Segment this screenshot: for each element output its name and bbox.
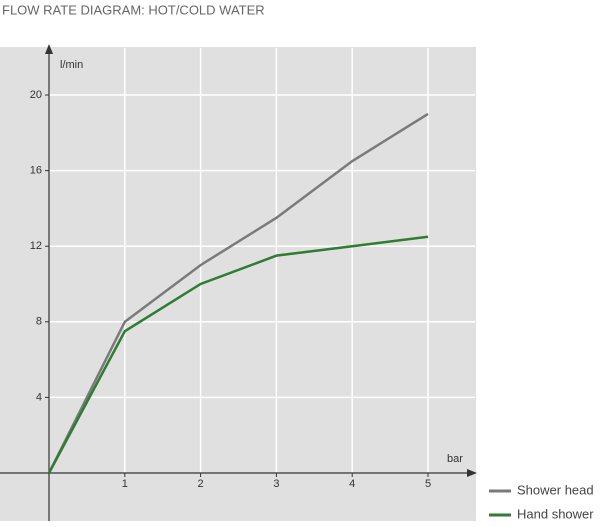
chart-title: FLOW RATE DIAGRAM: HOT/COLD WATER (2, 2, 265, 17)
y-tick-label: 8 (36, 316, 42, 328)
x-tick-label: 4 (349, 478, 355, 490)
x-tick-label: 2 (198, 478, 204, 490)
y-tick-label: 4 (36, 391, 42, 403)
y-tick-label: 12 (30, 240, 42, 252)
legend-label: Hand shower (517, 506, 594, 521)
y-tick-label: 20 (30, 89, 42, 101)
legend-label: Shower head (517, 482, 594, 497)
x-tick-label: 3 (273, 478, 279, 490)
y-axis-arrow (45, 44, 53, 54)
x-axis-arrow (467, 469, 477, 477)
x-tick-label: 1 (122, 478, 128, 490)
y-axis-label: l/min (60, 59, 83, 71)
grid (49, 48, 475, 473)
plot-area (0, 47, 476, 521)
x-tick-label: 5 (425, 478, 431, 490)
series-line (47, 235, 429, 474)
x-axis-label: bar (447, 453, 463, 465)
series-line (47, 112, 429, 474)
y-tick-label: 16 (30, 165, 42, 177)
